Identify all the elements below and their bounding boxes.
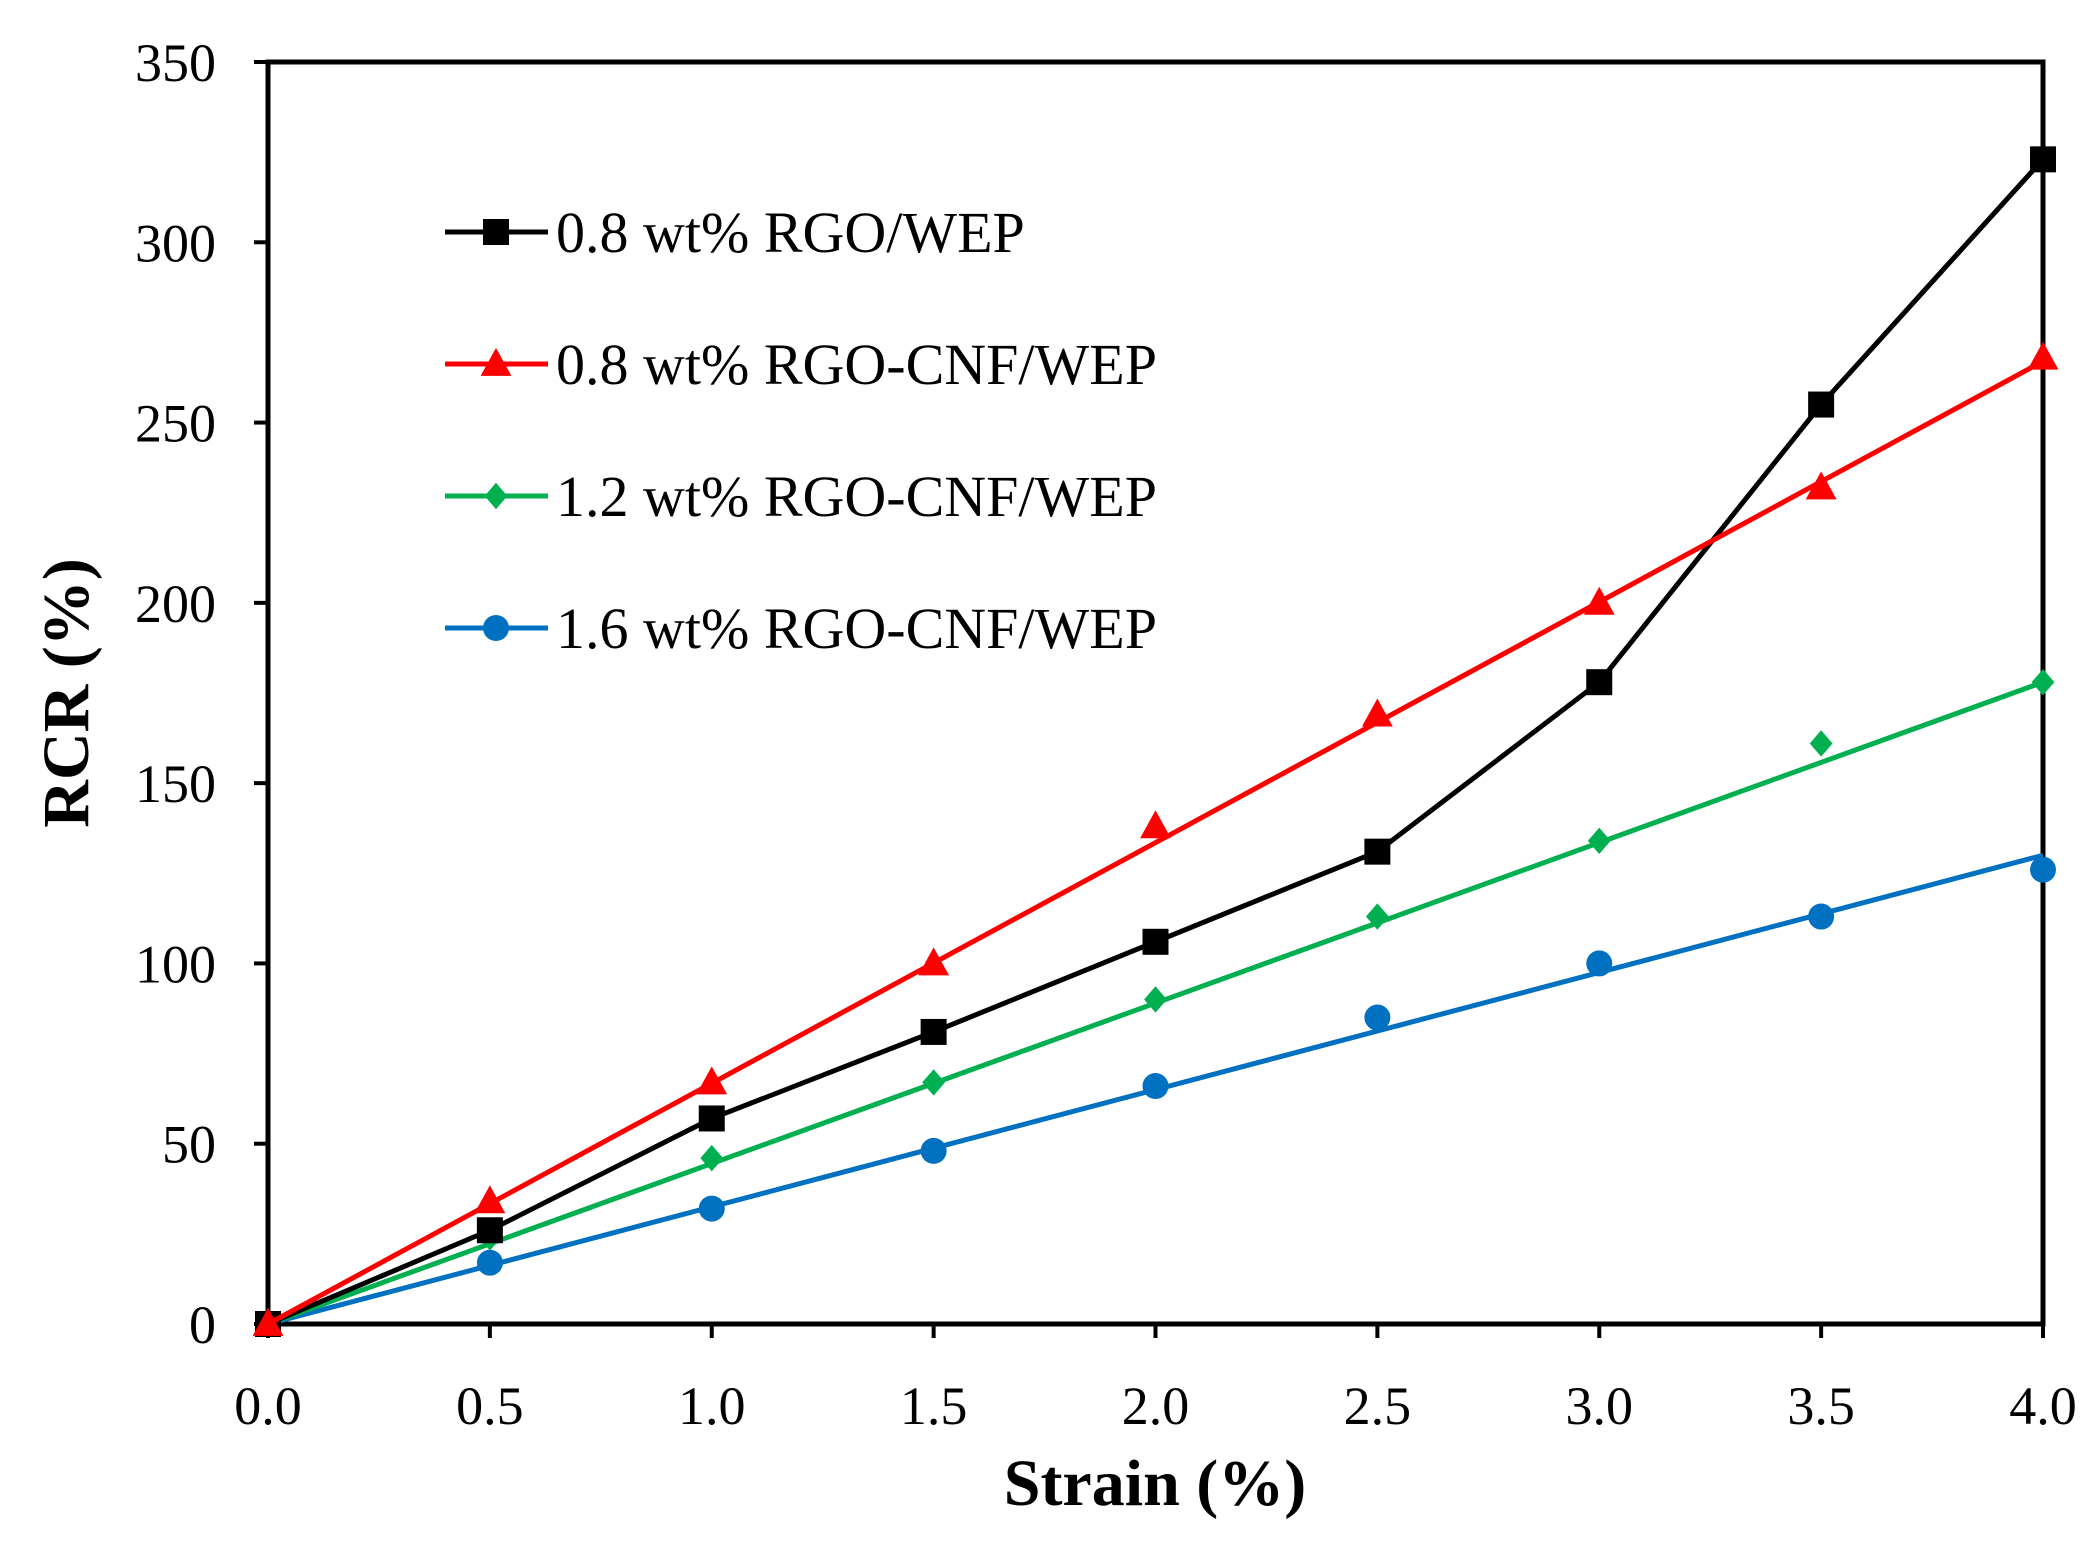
- y-tick-label: 100: [135, 934, 216, 994]
- data-point: [476, 1249, 503, 1276]
- x-tick-label: 0.5: [456, 1376, 524, 1436]
- legend-marker: [484, 482, 508, 510]
- data-point: [1586, 950, 1613, 977]
- legend-item-4: 1.6 wt% RGO-CNF/WEP: [445, 596, 1157, 661]
- x-tick-label: 2.5: [1344, 1376, 1412, 1436]
- data-point: [1361, 698, 1393, 727]
- series-layer: [252, 146, 2059, 1338]
- legend-label: 0.8 wt% RGO-CNF/WEP: [556, 332, 1157, 397]
- series-4: [255, 852, 2056, 1337]
- x-tick-label: 2.0: [1122, 1376, 1190, 1436]
- data-point: [2030, 856, 2056, 883]
- x-tick-label: 0.0: [234, 1376, 302, 1436]
- data-point: [1364, 838, 1391, 865]
- series-3: [256, 668, 2055, 1338]
- data-point: [1808, 391, 1835, 418]
- legend-item-3: 1.2 wt% RGO-CNF/WEP: [445, 464, 1157, 529]
- data-point: [474, 1185, 506, 1214]
- y-axis-ticks: 0 50 100 150 200 250 300 350: [135, 33, 268, 1355]
- legend-label: 1.6 wt% RGO-CNF/WEP: [556, 596, 1157, 661]
- data-point: [1808, 903, 1835, 930]
- y-tick-label: 0: [189, 1295, 216, 1355]
- x-tick-label: 3.0: [1566, 1376, 1634, 1436]
- series-2: [252, 341, 2059, 1336]
- data-point: [2027, 341, 2059, 370]
- x-tick-label: 4.0: [2009, 1376, 2077, 1436]
- data-point: [920, 1018, 947, 1045]
- data-point: [2030, 146, 2056, 173]
- y-tick-label: 250: [135, 394, 216, 454]
- data-point: [1365, 903, 1389, 930]
- legend-item-1: 0.8 wt% RGO/WEP: [445, 200, 1025, 265]
- data-point: [1142, 1073, 1169, 1100]
- data-point: [1809, 730, 1833, 757]
- legend-label: 1.2 wt% RGO-CNF/WEP: [556, 464, 1157, 529]
- data-point: [1587, 827, 1611, 855]
- data-point: [918, 947, 950, 976]
- x-tick-label: 3.5: [1787, 1376, 1855, 1436]
- legend-item-2: 0.8 wt% RGO-CNF/WEP: [445, 332, 1157, 397]
- data-point: [1364, 1004, 1391, 1031]
- legend-marker: [480, 347, 512, 376]
- data-point: [476, 1217, 503, 1244]
- y-tick-label: 150: [135, 754, 216, 814]
- y-axis-title: RCR (%): [30, 558, 103, 827]
- data-point: [1583, 586, 1615, 615]
- y-tick-label: 50: [162, 1115, 216, 1175]
- series-line: [266, 359, 2045, 1327]
- legend-label: 0.8 wt% RGO/WEP: [556, 200, 1025, 265]
- data-point: [698, 1105, 725, 1132]
- data-point: [1142, 928, 1169, 955]
- data-point: [2031, 668, 2055, 696]
- data-point: [1140, 810, 1171, 839]
- data-point: [700, 1144, 724, 1172]
- y-tick-label: 300: [135, 213, 216, 273]
- x-tick-label: 1.5: [900, 1376, 968, 1436]
- data-point: [1586, 669, 1613, 696]
- legend-marker: [483, 219, 509, 245]
- data-point: [698, 1195, 725, 1222]
- y-tick-label: 350: [135, 33, 216, 93]
- x-tick-label: 1.0: [678, 1376, 746, 1436]
- legend: 0.8 wt% RGO/WEP 0.8 wt% RGO-CNF/WEP 1.2 wt…: [445, 200, 1157, 661]
- data-point: [920, 1137, 947, 1164]
- data-point: [696, 1066, 728, 1095]
- data-point: [252, 1307, 284, 1336]
- data-point: [922, 1069, 946, 1096]
- data-point: [1805, 471, 1837, 500]
- plot-area: [265, 59, 2046, 1327]
- data-point: [1144, 986, 1167, 1013]
- x-axis-ticks: 0.0 0.5 1.0 1.5 2.0 2.5 3.0 3.5 4.0: [234, 1324, 2077, 1436]
- y-tick-label: 200: [135, 574, 216, 634]
- legend-marker: [483, 615, 509, 641]
- x-axis-title: Strain (%): [1004, 1447, 1306, 1520]
